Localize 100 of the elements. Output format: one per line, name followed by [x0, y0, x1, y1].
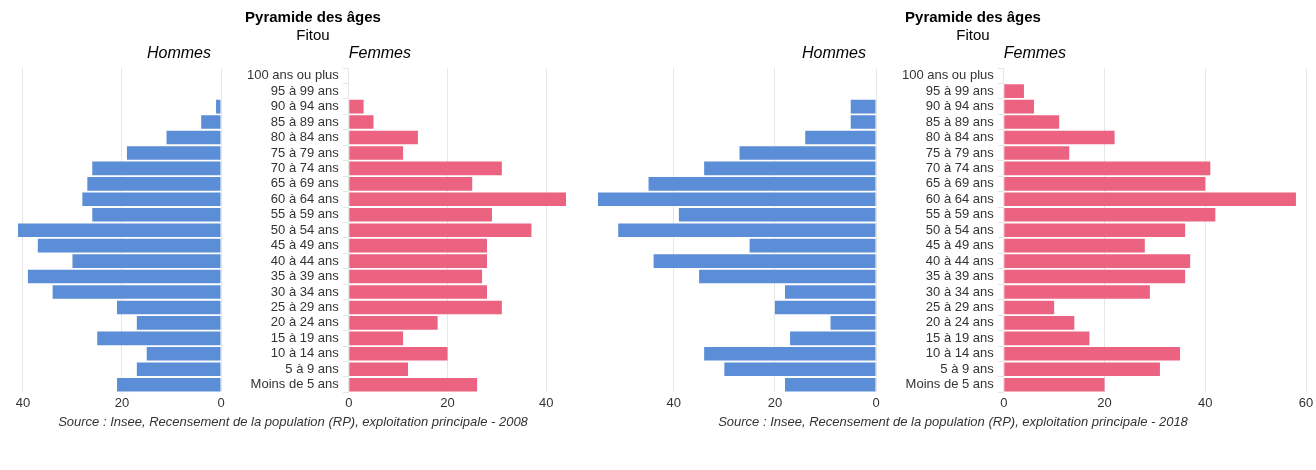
bar — [749, 238, 876, 253]
y-tick-label: 50 à 54 ans — [270, 221, 340, 237]
y-tick-label: 95 à 99 ans — [925, 82, 995, 98]
y-tick-label: 55 à 59 ans — [270, 206, 340, 222]
y-tick-label: 10 à 14 ans — [270, 345, 340, 361]
y-tick-label: 65 à 69 ans — [925, 175, 995, 191]
bar — [1004, 84, 1024, 98]
y-tick-label: 95 à 99 ans — [270, 82, 340, 98]
bar — [72, 254, 221, 268]
bar — [349, 238, 488, 253]
x-tick-label: 60 — [1298, 394, 1314, 410]
bar — [349, 161, 502, 176]
source-note: Source : Insee, Recensement de la population (RP), exploitation principale - 2008 — [58, 414, 528, 430]
bar — [349, 377, 478, 392]
bar — [1004, 269, 1186, 284]
bar — [1004, 300, 1055, 315]
bar — [850, 115, 876, 129]
bar — [349, 146, 404, 160]
bar — [1004, 115, 1060, 129]
y-tick-label: 15 à 19 ans — [270, 329, 340, 345]
bar — [87, 177, 221, 191]
y-tick-label: 20 à 24 ans — [925, 314, 995, 330]
x-tick-label: 0 — [345, 394, 353, 410]
bar — [704, 161, 876, 176]
y-tick-label: 70 à 74 ans — [925, 159, 995, 175]
y-tick-label: 5 à 9 ans — [285, 360, 340, 376]
chart-title: Pyramide des âges — [244, 8, 381, 26]
bar — [97, 331, 221, 346]
source-note: Source : Insee, Recensement de la population (RP), exploitation principale - 2018 — [718, 414, 1188, 430]
bar — [349, 99, 364, 114]
y-tick-label: Moins de 5 ans — [250, 376, 340, 392]
bar — [349, 254, 488, 268]
y-tick-label: 25 à 29 ans — [270, 299, 340, 315]
y-tick-label: 90 à 94 ans — [925, 98, 995, 114]
bar — [349, 285, 488, 299]
x-tick-label: 20 — [1097, 394, 1112, 410]
bar — [82, 192, 221, 207]
bar — [136, 316, 221, 330]
bar — [653, 254, 876, 268]
bar — [349, 316, 438, 330]
bar — [1004, 316, 1075, 330]
series-label: Femmes — [1003, 44, 1067, 61]
y-tick-label: 40 à 44 ans — [925, 252, 995, 268]
bar — [216, 99, 221, 114]
y-tick-label: 70 à 74 ans — [270, 159, 340, 175]
text: Hommes — [801, 44, 866, 61]
y-tick-label: 55 à 59 ans — [925, 206, 995, 222]
chart-subtitle: Fitou — [295, 26, 330, 44]
bar — [699, 269, 876, 284]
bar — [349, 177, 473, 191]
bar — [1004, 99, 1035, 114]
y-tick-label: 50 à 54 ans — [925, 221, 995, 237]
y-tick-label: 5 à 9 ans — [940, 360, 995, 376]
x-tick-label: 20 — [114, 394, 130, 410]
bar — [117, 300, 221, 315]
bar — [790, 331, 876, 346]
bar — [349, 130, 418, 145]
x-tick-label: 20 — [440, 394, 455, 410]
x-tick-label: 20 — [767, 394, 783, 410]
text: Femmes — [348, 44, 412, 61]
y-tick-label: 75 à 79 ans — [925, 144, 995, 160]
y-tick-label: 20 à 24 ans — [270, 314, 340, 330]
y-tick-label: 45 à 49 ans — [925, 237, 995, 253]
y-tick-label: 30 à 34 ans — [925, 283, 995, 299]
x-tick-label: 0 — [872, 394, 880, 410]
bar — [1004, 331, 1090, 346]
y-tick-label: 80 à 84 ans — [270, 129, 340, 145]
y-tick-label: 85 à 89 ans — [925, 113, 995, 129]
bar — [27, 269, 221, 284]
y-tick-label: 35 à 39 ans — [270, 268, 340, 284]
bar — [1004, 146, 1070, 160]
text: Hommes — [146, 44, 211, 61]
y-tick-label: 75 à 79 ans — [270, 144, 340, 160]
chart-title: Pyramide des âges — [904, 8, 1041, 26]
x-tick-label: 0 — [1000, 394, 1008, 410]
bar — [37, 238, 221, 253]
x-tick-label: 40 — [15, 394, 31, 410]
bar — [1004, 254, 1191, 268]
bar — [1004, 377, 1105, 392]
y-tick-label: 80 à 84 ans — [925, 129, 995, 145]
y-tick-label: Moins de 5 ans — [905, 376, 995, 392]
x-tick-label: 40 — [539, 394, 554, 410]
bar — [1004, 130, 1115, 145]
bar — [830, 316, 876, 330]
bar — [349, 192, 566, 207]
bar — [785, 377, 876, 392]
bar — [1004, 161, 1211, 176]
x-tick-label: 40 — [1198, 394, 1213, 410]
bar — [117, 377, 221, 392]
y-tick-label: 35 à 39 ans — [925, 268, 995, 284]
y-tick-label: 45 à 49 ans — [270, 237, 340, 253]
bar — [349, 115, 374, 129]
bar — [850, 99, 876, 114]
y-tick-label: 90 à 94 ans — [270, 98, 340, 114]
y-tick-label: 100 ans ou plus — [902, 67, 995, 83]
bar — [92, 161, 221, 176]
bar — [648, 177, 876, 191]
y-tick-label: 85 à 89 ans — [270, 113, 340, 129]
x-tick-label: 40 — [666, 394, 682, 410]
y-tick-label: 60 à 64 ans — [270, 190, 340, 206]
